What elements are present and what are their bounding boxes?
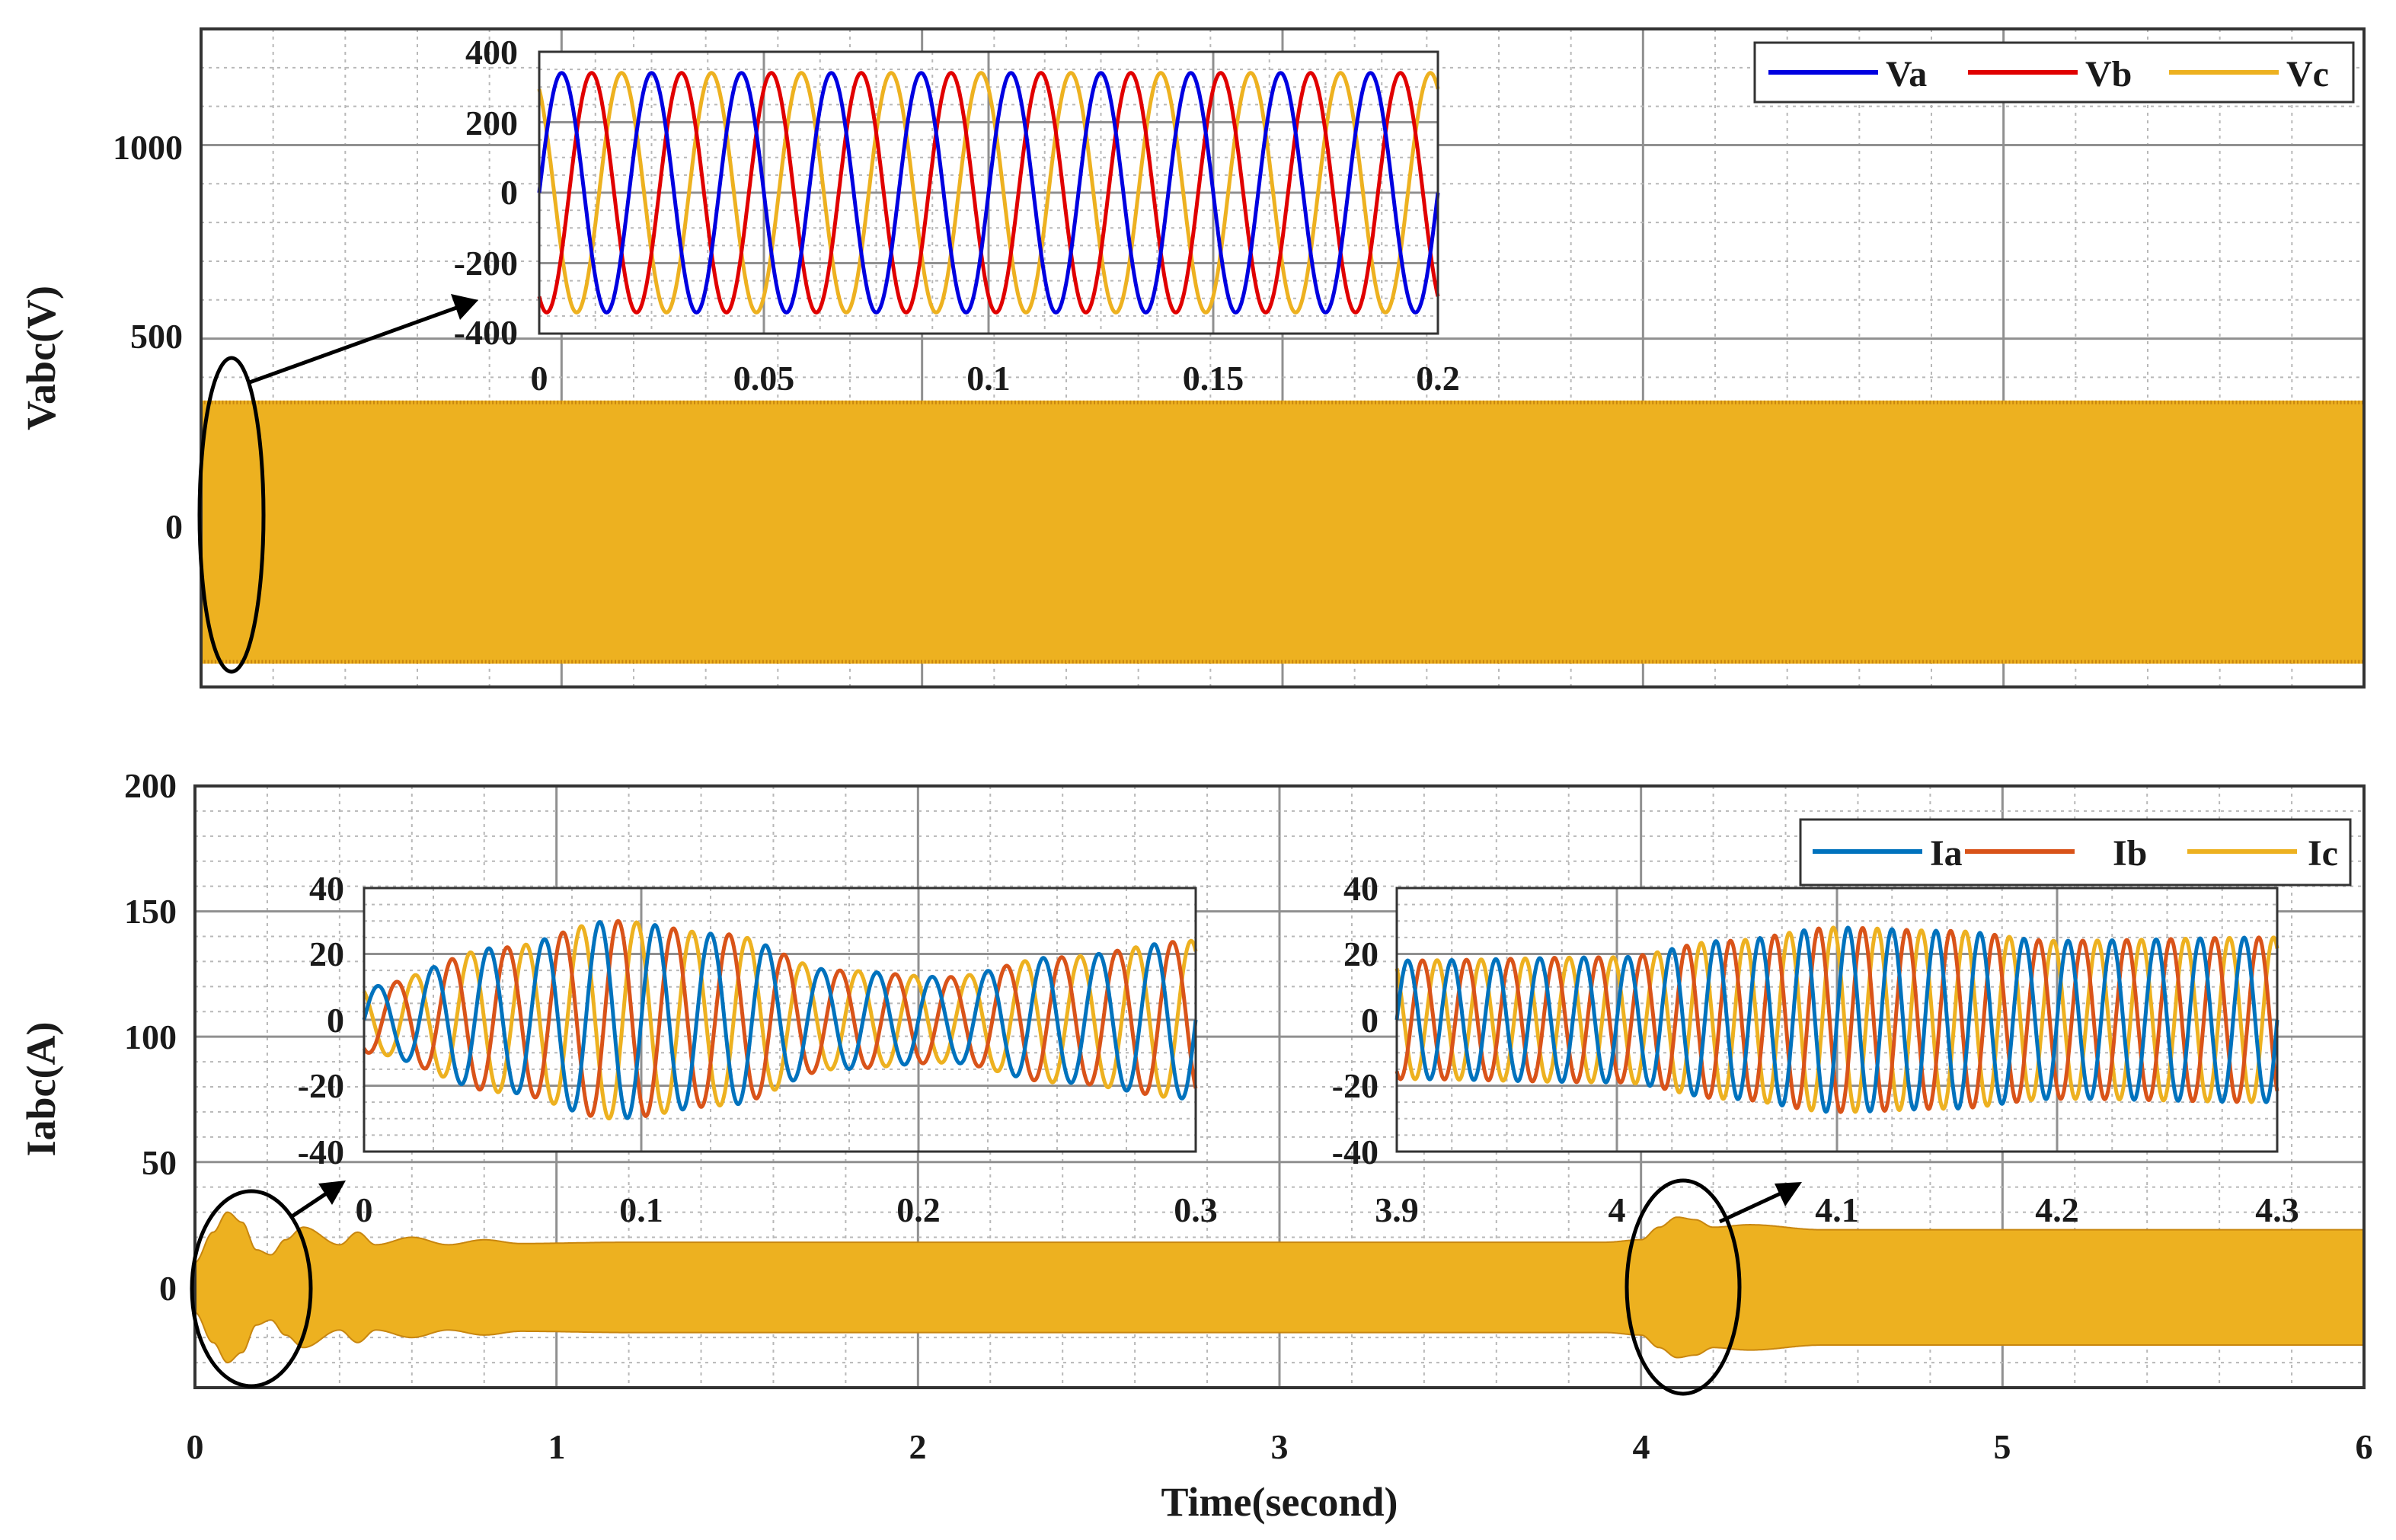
voltage-inset-y-ticks: 400 200 0 -200 -400 <box>454 33 518 352</box>
current-inset-start-series-ic <box>362 920 1198 1121</box>
voltage-inset-frame <box>538 50 1439 335</box>
current-axes-frame <box>193 784 2366 1389</box>
current-zoom-arrow-start <box>289 1190 329 1219</box>
current-x-ticks: 0 1 2 3 4 5 6 <box>187 1427 2373 1466</box>
legend-label-vc: Vc <box>2286 54 2329 94</box>
voltage-zoom-arrow <box>247 304 462 385</box>
current-y-axis-label: Iabc(A) <box>18 1022 64 1157</box>
current-inset-step-series-ia <box>1394 925 2279 1114</box>
voltage-zoom-ellipse <box>197 356 266 674</box>
current-inset-step: 40 20 0 -20 -40 3.9 4 4.1 4.2 4.3 <box>1332 869 2299 1229</box>
current-zoom-ellipse-start <box>190 1189 313 1388</box>
current-inset-start-series-ia <box>362 920 1198 1120</box>
inset-series-vb <box>537 71 1440 315</box>
voltage-ytick-1000: 1000 <box>113 128 183 167</box>
current-inset-step-series-ic <box>1394 925 2279 1114</box>
inset1-ytick-0: 0 <box>327 1001 344 1040</box>
inset1-xtick-0.2: 0.2 <box>896 1190 941 1229</box>
inset-xtick-0.05: 0.05 <box>733 359 795 398</box>
inset2-xtick-4.3: 4.3 <box>2255 1190 2299 1229</box>
inset2-xtick-3.9: 3.9 <box>1375 1190 1419 1229</box>
voltage-legend: Va Vb Vc <box>1753 41 2355 104</box>
inset-xtick-0.15: 0.15 <box>1183 359 1244 398</box>
inset2-ytick-0: 0 <box>1361 1001 1378 1040</box>
inset1-xtick-0.1: 0.1 <box>619 1190 663 1229</box>
current-y-ticks: 0 50 100 150 200 <box>124 766 177 1308</box>
voltage-zoom-arrowhead <box>451 294 478 320</box>
inset2-xtick-4.1: 4.1 <box>1815 1190 1859 1229</box>
current-legend: Ia Ib Ic <box>1799 818 2352 887</box>
current-ytick-200: 200 <box>124 766 177 805</box>
inset1-ytick-40: 40 <box>309 869 344 908</box>
inset-ytick-neg200: -200 <box>454 244 518 283</box>
voltage-inset: 400 200 0 -200 -400 0 0.05 0.1 0.15 0.2 <box>454 33 1460 398</box>
inset2-ytick-neg20: -20 <box>1332 1066 1378 1105</box>
current-inset-start-series-ib <box>362 919 1198 1118</box>
current-inset-start: 40 20 0 -20 -40 0 0.1 0.2 0.3 <box>298 869 1218 1229</box>
current-inset-start-waveforms <box>362 919 1198 1121</box>
xtick-5: 5 <box>1994 1427 2011 1466</box>
current-ytick-100: 100 <box>124 1018 177 1056</box>
inset-xtick-0.2: 0.2 <box>1416 359 1460 398</box>
current-inset-step-frame <box>1395 887 2279 1153</box>
voltage-inset-waveforms <box>537 71 1440 315</box>
voltage-axes-frame <box>200 27 2366 689</box>
legend-label-vb: Vb <box>2085 54 2132 94</box>
inset-ytick-400: 400 <box>465 33 518 72</box>
xtick-3: 3 <box>1271 1427 1289 1466</box>
current-zoom-arrowhead-start <box>318 1181 346 1205</box>
legend-label-ia: Ia <box>1930 833 1963 874</box>
inset1-xtick-0.3: 0.3 <box>1174 1190 1218 1229</box>
inset2-xtick-4: 4 <box>1609 1190 1626 1229</box>
inset1-xtick-0: 0 <box>356 1190 373 1229</box>
current-inset-start-x-ticks: 0 0.1 0.2 0.3 <box>356 1190 1218 1229</box>
inset2-ytick-20: 20 <box>1343 935 1378 973</box>
inset2-xtick-4.2: 4.2 <box>2035 1190 2079 1229</box>
inset-series-vc <box>537 71 1440 315</box>
current-zoom-ellipse-step <box>1624 1178 1742 1396</box>
voltage-inset-x-ticks: 0 0.05 0.1 0.15 0.2 <box>531 359 1460 398</box>
current-inset-step-x-ticks: 3.9 4 4.1 4.2 4.3 <box>1375 1190 2299 1229</box>
current-inset-step-y-ticks: 40 20 0 -20 -40 <box>1332 869 1378 1171</box>
xtick-2: 2 <box>909 1427 927 1466</box>
xtick-1: 1 <box>548 1427 566 1466</box>
voltage-waveform <box>200 400 2364 664</box>
current-ytick-150: 150 <box>124 892 177 931</box>
voltage-ytick-500: 500 <box>130 317 183 356</box>
xtick-4: 4 <box>1633 1427 1650 1466</box>
inset-series-va <box>537 71 1440 315</box>
current-zoom-arrow-step <box>1718 1190 1784 1224</box>
current-ytick-0: 0 <box>159 1269 177 1308</box>
voltage-y-axis-label: Vabc(V) <box>18 286 64 430</box>
legend-label-va: Va <box>1886 54 1927 94</box>
inset2-ytick-neg40: -40 <box>1332 1133 1378 1171</box>
voltage-panel: 0 500 1000 Vabc(V) 400 200 0 -200 -400 0… <box>18 27 2366 689</box>
inset2-ytick-40: 40 <box>1343 869 1378 908</box>
inset-ytick-200: 200 <box>465 104 518 142</box>
inset-xtick-0: 0 <box>531 359 548 398</box>
current-inset-step-waveforms <box>1394 925 2279 1114</box>
current-inset-start-frame <box>363 887 1197 1153</box>
legend-label-ib: Ib <box>2113 833 2147 874</box>
xtick-6: 6 <box>2356 1427 2373 1466</box>
inset-ytick-neg400: -400 <box>454 313 518 352</box>
current-zoom-arrowhead-step <box>1775 1182 1802 1206</box>
voltage-ytick-0: 0 <box>165 507 183 546</box>
current-inset-start-y-ticks: 40 20 0 -20 -40 <box>298 869 344 1171</box>
voltage-y-ticks: 0 500 1000 <box>113 128 183 546</box>
inset-xtick-0.1: 0.1 <box>966 359 1011 398</box>
xtick-0: 0 <box>187 1427 204 1466</box>
inset1-ytick-20: 20 <box>309 935 344 973</box>
inset1-ytick-neg20: -20 <box>298 1066 344 1105</box>
inset1-ytick-neg40: -40 <box>298 1133 344 1171</box>
current-panel: 0 50 100 150 200 0 1 2 3 4 5 6 Iabc(A) T… <box>18 766 2373 1525</box>
x-axis-label: Time(second) <box>1161 1479 1398 1525</box>
inset-ytick-0: 0 <box>500 173 518 212</box>
current-inset-step-series-ib <box>1394 925 2279 1114</box>
legend-label-ic: Ic <box>2308 833 2338 874</box>
voltage-waveform-band <box>201 400 2364 664</box>
current-ytick-50: 50 <box>142 1143 177 1182</box>
